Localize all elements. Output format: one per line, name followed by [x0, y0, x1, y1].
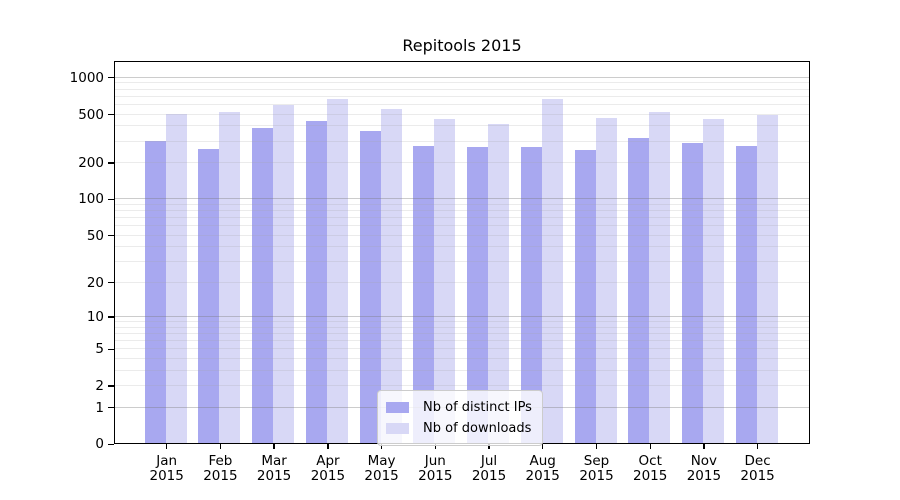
y-tick-1 [108, 406, 114, 409]
x-tick-label-apr-2015: Apr 2015 [310, 453, 346, 484]
gridline-major-1000 [115, 76, 809, 78]
y-tick-label-1000: 1000 [69, 69, 104, 86]
legend-swatch-ips [386, 402, 409, 413]
y-tick-label-10: 10 [86, 309, 104, 326]
x-tick-jan-2015 [166, 443, 168, 449]
x-tick-jul-2015 [488, 443, 490, 449]
y-tick-50 [108, 235, 114, 237]
legend-label-ips: Nb of distinct IPs [423, 400, 532, 415]
gridline-minor-700 [115, 95, 809, 97]
x-tick-label-jul-2015: Jul 2015 [471, 453, 507, 484]
legend-label-downloads: Nb of downloads [423, 421, 532, 436]
y-tick-20 [108, 282, 114, 284]
y-tick-label-20: 20 [86, 274, 104, 291]
y-tick-0 [108, 443, 114, 445]
x-tick-aug-2015 [542, 443, 544, 449]
bar-downloads-mar-2015 [273, 104, 295, 443]
bar-downloads-oct-2015 [649, 112, 671, 443]
x-tick-label-dec-2015: Dec 2015 [740, 453, 775, 484]
x-tick-label-nov-2015: Nov 2015 [686, 453, 722, 484]
x-tick-label-jun-2015: Jun 2015 [418, 453, 453, 484]
x-tick-label-aug-2015: Aug 2015 [525, 453, 560, 484]
y-tick-200 [108, 162, 114, 164]
legend-swatch-downloads [386, 423, 409, 434]
x-tick-sep-2015 [595, 443, 598, 449]
legend-item-downloads: Nb of downloads [386, 418, 532, 439]
bar-ips-jun-2015 [413, 146, 435, 443]
bar-ips-dec-2015 [735, 146, 757, 443]
x-tick-label-sep-2015: Sep 2015 [579, 453, 614, 484]
bar-ips-nov-2015 [681, 142, 703, 443]
y-tick-label-1: 1 [95, 399, 104, 416]
bar-downloads-jun-2015 [434, 118, 456, 443]
bar-downloads-dec-2015 [756, 115, 778, 443]
bar-downloads-apr-2015 [326, 99, 348, 443]
x-tick-label-feb-2015: Feb 2015 [203, 453, 238, 484]
y-tick-500 [108, 113, 114, 116]
legend: Nb of distinct IPs Nb of downloads [377, 390, 543, 446]
bar-downloads-may-2015 [380, 109, 402, 443]
bar-ips-may-2015 [359, 131, 381, 443]
bar-downloads-jul-2015 [488, 123, 509, 443]
bar-ips-jan-2015 [144, 140, 166, 443]
bar-ips-apr-2015 [305, 120, 327, 443]
x-tick-mar-2015 [273, 443, 275, 449]
gridline-minor-800 [115, 88, 809, 90]
x-tick-oct-2015 [649, 443, 651, 449]
gridline-minor-900 [115, 82, 809, 84]
y-tick-2 [108, 385, 114, 387]
y-tick-label-2: 2 [95, 378, 104, 394]
gridline-minor-600 [115, 103, 809, 105]
x-tick-label-mar-2015: Mar 2015 [256, 453, 292, 484]
bar-downloads-sep-2015 [595, 118, 617, 443]
y-tick-label-100: 100 [78, 191, 104, 208]
y-tick-5 [108, 348, 114, 350]
x-tick-feb-2015 [219, 443, 222, 449]
bar-downloads-feb-2015 [219, 111, 241, 443]
y-tick-1000 [108, 77, 114, 79]
y-tick-label-50: 50 [86, 227, 104, 244]
y-tick-label-500: 500 [78, 106, 104, 123]
bar-downloads-nov-2015 [702, 118, 724, 443]
bar-downloads-aug-2015 [541, 99, 563, 443]
bar-ips-mar-2015 [252, 127, 274, 443]
y-tick-100 [108, 198, 114, 201]
x-tick-label-jan-2015: Jan 2015 [149, 453, 184, 484]
bar-ips-feb-2015 [198, 148, 220, 443]
x-tick-dec-2015 [756, 443, 759, 449]
chart-title: Repitools 2015 [402, 36, 522, 55]
bar-ips-jul-2015 [467, 147, 488, 443]
bar-ips-aug-2015 [520, 147, 542, 443]
x-tick-label-oct-2015: Oct 2015 [633, 453, 668, 484]
x-tick-nov-2015 [703, 443, 705, 449]
bar-downloads-jan-2015 [165, 113, 187, 443]
plot-area: Nb of distinct IPs Nb of downloads [114, 61, 810, 446]
y-tick-label-200: 200 [78, 154, 104, 171]
y-tick-label-0: 0 [95, 436, 104, 453]
x-tick-jun-2015 [434, 443, 436, 449]
bar-ips-sep-2015 [574, 150, 596, 443]
legend-item-ips: Nb of distinct IPs [386, 397, 532, 418]
x-tick-label-may-2015: May 2015 [364, 453, 399, 484]
y-tick-10 [108, 316, 114, 318]
y-tick-label-5: 5 [95, 341, 104, 358]
x-tick-may-2015 [380, 443, 383, 449]
bar-ips-oct-2015 [628, 138, 650, 443]
x-tick-apr-2015 [327, 443, 329, 449]
